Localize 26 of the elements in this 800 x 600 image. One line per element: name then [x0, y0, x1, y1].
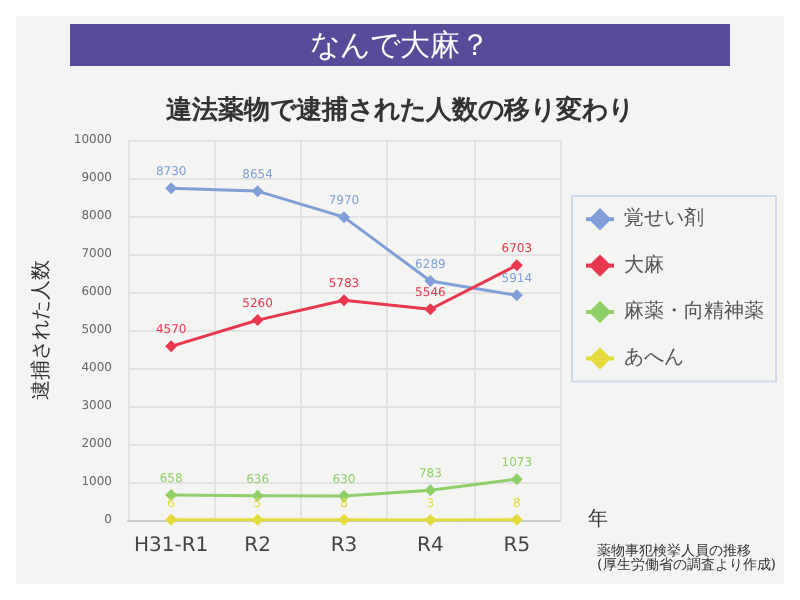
point [510, 473, 523, 486]
x-tick-label: R2 [244, 535, 271, 557]
legend-label: 覚せい剤 [624, 206, 704, 231]
point [510, 259, 523, 272]
chart-title: なんで大麻？ [310, 27, 490, 63]
point [424, 484, 437, 497]
x-tick-label: R3 [330, 535, 358, 557]
legend-label: あへん [624, 347, 684, 370]
point [424, 275, 437, 288]
x-tick-label: R4 [417, 535, 444, 557]
point [165, 340, 178, 353]
point [251, 314, 264, 327]
legend-label: 大麻 [624, 252, 664, 277]
point [337, 294, 350, 307]
legend-label: 麻薬・向精神薬 [624, 299, 764, 323]
chart-subtitle: 違法薬物で逮捕された人数の移り変わり [164, 94, 634, 126]
point [510, 289, 523, 302]
point [251, 185, 264, 198]
point [424, 303, 437, 316]
y-axis-title: 逮捕された人数 [29, 260, 53, 400]
point [424, 513, 437, 526]
x-axis-title: 年 [588, 507, 608, 531]
x-tick-label: H31-R1 [134, 535, 209, 557]
point [337, 211, 350, 224]
x-tick-label: R5 [503, 535, 531, 557]
point [251, 513, 264, 526]
